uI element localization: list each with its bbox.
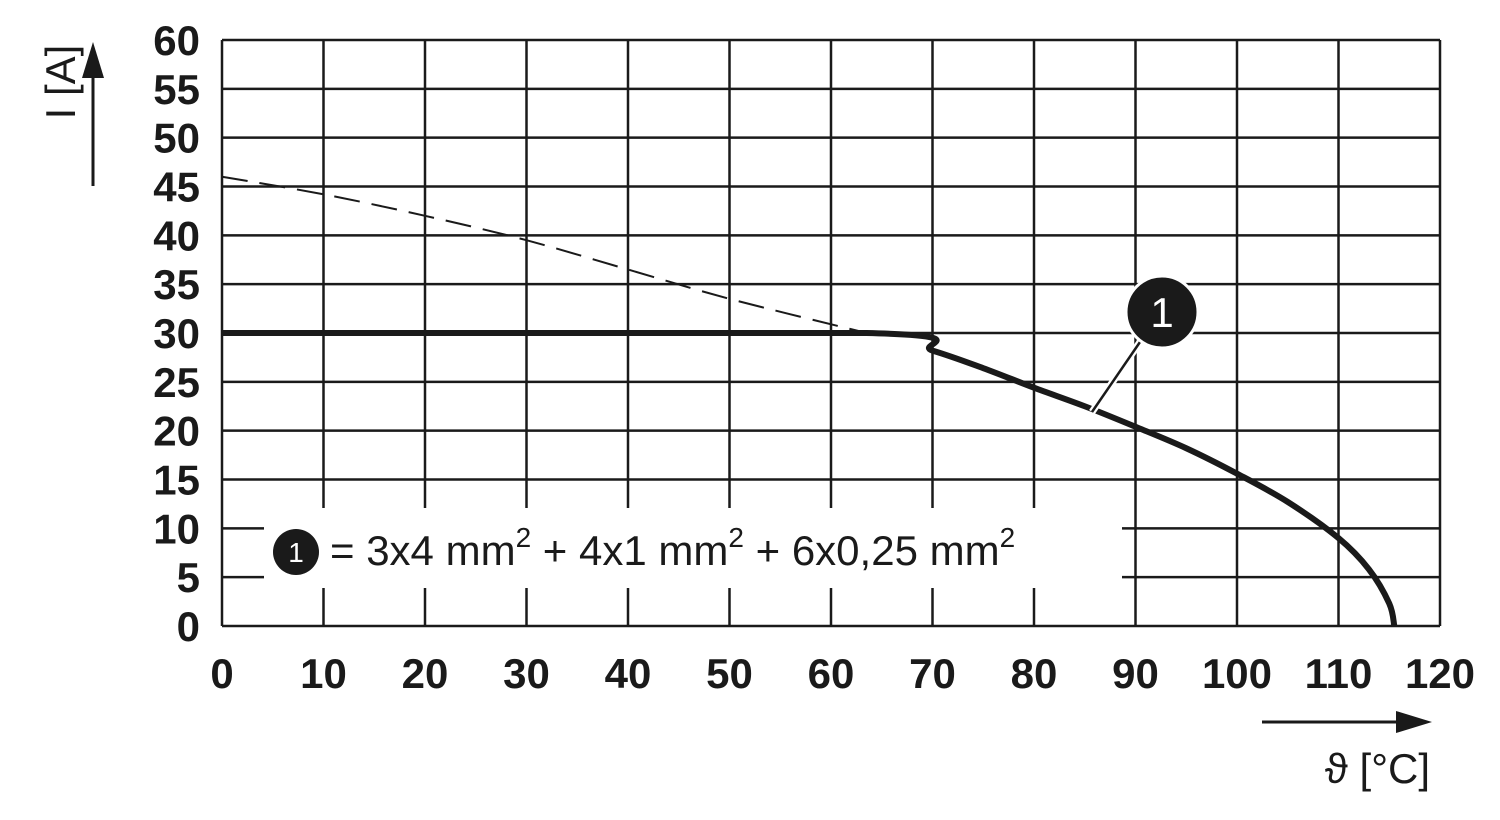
y-tick-label: 30 xyxy=(153,310,200,357)
x-tick-label: 30 xyxy=(503,650,550,697)
x-tick-label: 0 xyxy=(210,650,233,697)
y-tick-label: 5 xyxy=(177,554,200,601)
legend-text-part: + 4x1 mm xyxy=(531,527,728,574)
x-tick-label: 70 xyxy=(909,650,956,697)
x-axis-label: ϑ [°C] xyxy=(1325,745,1430,792)
callout-leader xyxy=(1090,341,1142,413)
grid xyxy=(220,38,1442,628)
lines xyxy=(221,175,1398,627)
x-tick-label: 110 xyxy=(1305,650,1373,697)
x-tick-label: 50 xyxy=(706,650,753,697)
line xyxy=(222,330,1398,627)
legend-superscript: 2 xyxy=(516,522,532,553)
legend-superscript: 2 xyxy=(728,522,744,553)
y-tick-label: 55 xyxy=(153,66,200,113)
ticks: 0 10 20 30 40 50 60 70 80 90 100 110 120051015202530… xyxy=(153,17,1475,697)
y-tick-label: 40 xyxy=(153,212,200,259)
legend-box xyxy=(264,508,1122,588)
legend-text-part: = 3x4 mm xyxy=(330,527,516,574)
y-tick-label: 45 xyxy=(153,164,200,211)
y-tick-label: 50 xyxy=(153,115,200,162)
legend-marker-circle xyxy=(273,529,319,575)
y-tick-label: 25 xyxy=(153,359,200,406)
y-tick-label: 0 xyxy=(177,603,200,650)
legend-marker-label: 1 xyxy=(288,537,304,568)
y-tick-label: 20 xyxy=(153,408,200,455)
callout-label: 1 xyxy=(1150,289,1173,336)
y-axis-label: I [A] xyxy=(37,45,84,120)
x-tick-label: 10 xyxy=(300,650,347,697)
x-arrow-head xyxy=(1396,711,1432,733)
y-tick-label: 60 xyxy=(153,17,200,64)
dashed-line xyxy=(221,175,867,334)
legend-superscript: 2 xyxy=(1000,522,1016,553)
y-arrow-head xyxy=(82,42,104,78)
x-tick-label: 100 xyxy=(1202,650,1272,697)
legend-text: = 3x4 mm2 + 4x1 mm2 + 6x0,25 mm2 xyxy=(330,522,1015,574)
y-tick-label: 10 xyxy=(153,505,200,552)
y-tick-label: 35 xyxy=(153,261,200,308)
x-tick-label: 90 xyxy=(1112,650,1159,697)
legend-text-part: + 6x0,25 mm xyxy=(744,527,1000,574)
callout-circle xyxy=(1124,274,1200,350)
x-tick-label: 120 xyxy=(1405,650,1475,697)
y-tick-label: 15 xyxy=(153,457,200,504)
x-tick-label: 20 xyxy=(402,650,449,697)
x-tick-label: 80 xyxy=(1011,650,1058,697)
x-tick-label: 60 xyxy=(808,650,855,697)
x-tick-label: 40 xyxy=(605,650,652,697)
